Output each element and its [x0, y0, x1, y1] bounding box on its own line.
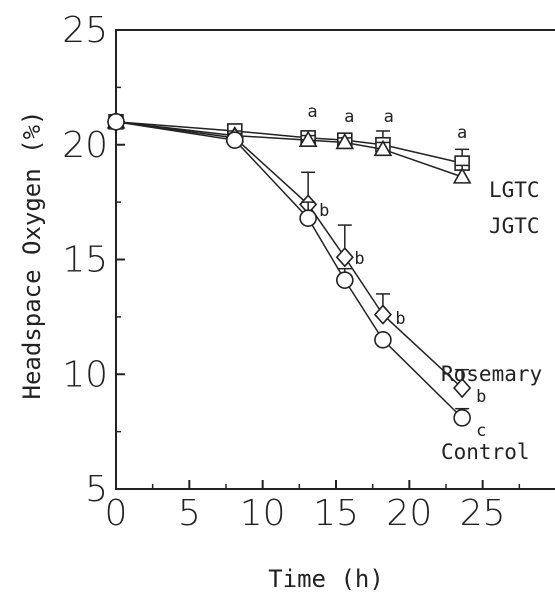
x-tick-label: 10 [240, 493, 286, 534]
y-tick-label: 25 [62, 10, 108, 51]
series-line-control [115, 121, 463, 419]
x-tick-label: 0 [105, 493, 128, 534]
series-layer [106, 111, 472, 427]
data-point-control [453, 409, 471, 427]
x-axis-title: Time (h) [268, 565, 384, 593]
x-tick-label: 15 [313, 493, 359, 534]
data-point-jgtc [373, 139, 393, 157]
y-tick-label: 15 [62, 240, 108, 281]
annotation-label: b [354, 249, 364, 269]
plot-frame [115, 29, 555, 490]
series-label-rosemary: Rosemary [441, 362, 542, 386]
annotation-label: a [344, 107, 354, 127]
x-tick-label: 20 [386, 493, 432, 534]
data-point-jgtc [452, 167, 472, 184]
annotation-label: a [307, 102, 317, 122]
data-point-control [299, 209, 317, 227]
y-axis-title: Headspace Oxygen (%) [18, 111, 46, 400]
annotation-label: a [384, 107, 394, 127]
data-point-rosemary [373, 304, 393, 325]
series-line-jgtc [115, 121, 463, 178]
series-jgtc [106, 112, 472, 184]
data-point-jgtc [335, 132, 355, 150]
data-point-rosemary [453, 377, 472, 399]
x-axis-ticks: 0 5 10 15 20 25 [105, 480, 521, 534]
annotation-label: b [476, 387, 486, 407]
series-label-control: Control [441, 440, 530, 464]
data-point-control [226, 131, 244, 149]
x-tick-label: 5 [178, 493, 201, 534]
data-point-jgtc [298, 130, 318, 147]
series-label-jgtc: JGTC [489, 214, 540, 238]
y-axis-ticks: 5 10 15 20 25 [62, 10, 125, 510]
data-point-control [107, 113, 125, 131]
data-point-control [374, 331, 392, 349]
series-labels: LGTC JGTC Rosemary Control [441, 178, 542, 464]
series-lgtc [108, 114, 470, 171]
annotation-label: a [457, 123, 467, 143]
series-rosemary [106, 111, 472, 399]
series-control [107, 113, 471, 427]
y-tick-label: 5 [85, 469, 108, 510]
series-line-lgtc [115, 121, 463, 164]
x-tick-label: 25 [460, 493, 506, 534]
annotation-label: b [319, 201, 329, 221]
annotation-label: b [395, 309, 405, 329]
data-point-rosemary [335, 247, 354, 268]
annotation-label: c [476, 421, 486, 441]
series-label-lgtc: LGTC [489, 178, 540, 202]
y-tick-label: 20 [62, 125, 108, 166]
series-line-rosemary [115, 121, 463, 389]
data-point-control [335, 271, 354, 289]
y-tick-label: 10 [62, 354, 108, 395]
